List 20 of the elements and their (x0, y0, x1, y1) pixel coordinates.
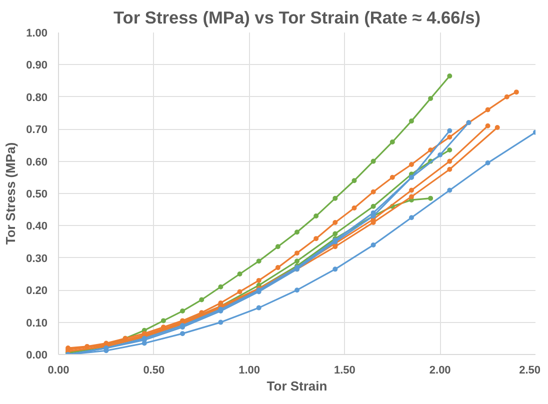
y-tick-label: 0.50 (26, 188, 48, 200)
y-axis-title: Tor Stress (MPa) (3, 142, 18, 245)
x-axis-title: Tor Strain (266, 378, 328, 394)
x-tick-label: 1.50 (334, 364, 356, 376)
chart-title: Tor Stress (MPa) vs Tor Strain (Rate ≈ 4.66/s) (113, 8, 481, 28)
y-tick-label: 0.60 (26, 156, 48, 168)
y-tick-label: 0.30 (26, 252, 48, 265)
y-tick-label: 0.00 (26, 350, 48, 362)
y-tick-label: 0.40 (26, 220, 48, 233)
y-tick-label: 1.00 (26, 28, 48, 40)
x-tick-label: 2.00 (429, 364, 451, 376)
x-tick-label: 0.50 (143, 364, 165, 376)
y-tick-label: 0.70 (26, 124, 48, 136)
x-tick-label: 1.00 (238, 364, 260, 376)
y-tick-label: 0.20 (26, 285, 48, 298)
x-tick-label: 0.00 (48, 364, 70, 376)
x-tick-label: 2.50 (519, 364, 541, 376)
y-tick-label: 0.90 (26, 60, 48, 72)
y-tick-label: 0.10 (26, 317, 48, 330)
y-tick-label: 0.80 (26, 92, 48, 104)
